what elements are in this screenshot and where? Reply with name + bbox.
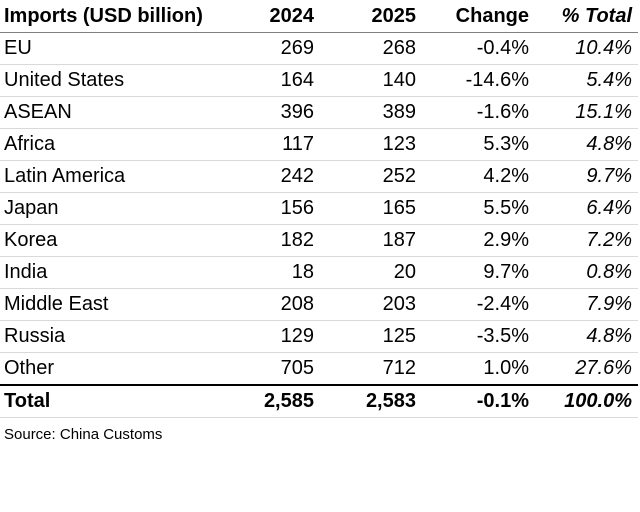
row-2025: 712	[320, 352, 422, 386]
row-2024: 242	[234, 160, 320, 193]
row-change: 4.2%	[422, 160, 535, 193]
row-label: Japan	[0, 192, 234, 225]
row-2024: 164	[234, 64, 320, 97]
source-note: Source: China Customs	[4, 426, 163, 443]
imports-table: Imports (USD billion) 2024 2025 Change %…	[0, 0, 638, 418]
total-2025: 2,583	[320, 385, 422, 418]
row-change: -1.6%	[422, 96, 535, 129]
table-row: India 18 20 9.7% 0.8%	[0, 256, 638, 289]
row-change: 2.9%	[422, 224, 535, 257]
table-row: Russia 129 125 -3.5% 4.8%	[0, 320, 638, 353]
row-label: India	[0, 256, 234, 289]
total-change: -0.1%	[422, 385, 535, 418]
total-row: Total 2,585 2,583 -0.1% 100.0%	[0, 385, 638, 418]
row-change: 5.5%	[422, 192, 535, 225]
row-change: -3.5%	[422, 320, 535, 353]
header-year-2025: 2025	[320, 0, 422, 33]
row-change: -2.4%	[422, 288, 535, 321]
header-row: Imports (USD billion) 2024 2025 Change %…	[0, 0, 638, 33]
row-2024: 705	[234, 352, 320, 386]
table-row: Japan 156 165 5.5% 6.4%	[0, 192, 638, 225]
row-2024: 396	[234, 96, 320, 129]
row-2024: 156	[234, 192, 320, 225]
row-label: Middle East	[0, 288, 234, 321]
header-share: % Total	[535, 0, 638, 33]
table-row: Middle East 208 203 -2.4% 7.9%	[0, 288, 638, 321]
row-label: United States	[0, 64, 234, 97]
row-label: Other	[0, 352, 234, 386]
row-share: 0.8%	[535, 256, 638, 289]
row-2024: 269	[234, 32, 320, 65]
total-2024: 2,585	[234, 385, 320, 418]
row-2024: 129	[234, 320, 320, 353]
row-share: 27.6%	[535, 352, 638, 386]
row-change: 5.3%	[422, 128, 535, 161]
imports-table-sheet: Imports (USD billion) 2024 2025 Change %…	[0, 0, 638, 443]
table-row: EU 269 268 -0.4% 10.4%	[0, 32, 638, 65]
row-label: Korea	[0, 224, 234, 257]
row-share: 15.1%	[535, 96, 638, 129]
row-share: 6.4%	[535, 192, 638, 225]
row-share: 9.7%	[535, 160, 638, 193]
row-share: 7.9%	[535, 288, 638, 321]
row-change: 1.0%	[422, 352, 535, 386]
header-change: Change	[422, 0, 535, 33]
row-label: Russia	[0, 320, 234, 353]
row-label: EU	[0, 32, 234, 65]
row-change: -14.6%	[422, 64, 535, 97]
row-change: 9.7%	[422, 256, 535, 289]
row-2025: 268	[320, 32, 422, 65]
row-share: 4.8%	[535, 320, 638, 353]
row-2025: 187	[320, 224, 422, 257]
row-2025: 165	[320, 192, 422, 225]
header-label: Imports (USD billion)	[0, 0, 234, 33]
table-row: Korea 182 187 2.9% 7.2%	[0, 224, 638, 257]
table-row: Latin America 242 252 4.2% 9.7%	[0, 160, 638, 193]
row-label: Latin America	[0, 160, 234, 193]
row-2025: 203	[320, 288, 422, 321]
row-2025: 125	[320, 320, 422, 353]
total-label: Total	[0, 385, 234, 418]
row-label: ASEAN	[0, 96, 234, 129]
total-share: 100.0%	[535, 385, 638, 418]
row-2025: 20	[320, 256, 422, 289]
table-row: Other 705 712 1.0% 27.6%	[0, 352, 638, 386]
table-row: Africa 117 123 5.3% 4.8%	[0, 128, 638, 161]
row-2024: 18	[234, 256, 320, 289]
row-2025: 389	[320, 96, 422, 129]
row-share: 10.4%	[535, 32, 638, 65]
header-year-2024: 2024	[234, 0, 320, 33]
row-share: 5.4%	[535, 64, 638, 97]
table-row: United States 164 140 -14.6% 5.4%	[0, 64, 638, 97]
table-row: ASEAN 396 389 -1.6% 15.1%	[0, 96, 638, 129]
row-label: Africa	[0, 128, 234, 161]
row-2025: 123	[320, 128, 422, 161]
row-2024: 182	[234, 224, 320, 257]
row-2024: 208	[234, 288, 320, 321]
row-share: 4.8%	[535, 128, 638, 161]
row-2024: 117	[234, 128, 320, 161]
row-2025: 140	[320, 64, 422, 97]
row-share: 7.2%	[535, 224, 638, 257]
row-2025: 252	[320, 160, 422, 193]
row-change: -0.4%	[422, 32, 535, 65]
